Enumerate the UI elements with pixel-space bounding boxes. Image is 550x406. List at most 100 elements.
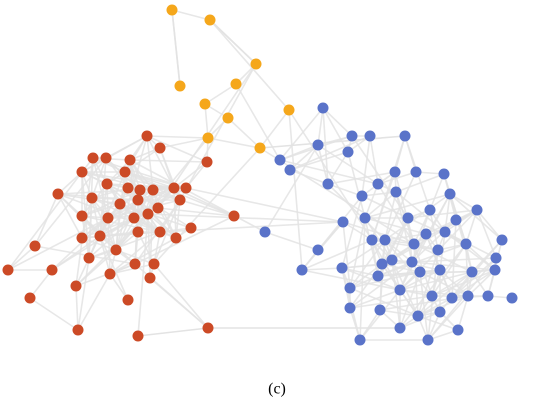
nodes <box>2 4 518 346</box>
edge <box>341 267 379 277</box>
node <box>462 290 474 302</box>
node <box>94 230 106 242</box>
edge <box>279 144 319 161</box>
node <box>24 292 36 304</box>
edge <box>99 235 129 301</box>
edge <box>159 137 209 149</box>
edge <box>119 203 192 229</box>
edge <box>7 171 83 271</box>
node <box>312 139 324 151</box>
edge <box>133 187 175 219</box>
edge <box>209 19 290 111</box>
node <box>83 252 95 264</box>
edge <box>429 173 445 211</box>
edge <box>289 151 349 171</box>
edge <box>227 117 261 149</box>
edge <box>427 295 469 341</box>
edge <box>81 237 117 251</box>
edge <box>411 261 496 271</box>
edge <box>264 231 319 251</box>
node <box>148 258 160 270</box>
edge <box>75 157 94 287</box>
node <box>408 238 420 250</box>
node <box>170 232 182 244</box>
node <box>76 166 88 178</box>
edge <box>109 237 177 275</box>
node <box>336 262 348 274</box>
edge <box>99 235 111 275</box>
edge <box>279 107 324 161</box>
node <box>344 302 356 314</box>
node <box>72 324 84 336</box>
edge <box>317 107 324 146</box>
node <box>317 102 329 114</box>
node <box>394 322 406 334</box>
node <box>104 268 116 280</box>
node <box>52 188 64 200</box>
edge <box>347 151 366 219</box>
edge <box>7 245 36 271</box>
edge <box>75 285 79 331</box>
edge <box>341 195 363 269</box>
edge <box>75 249 117 287</box>
edge <box>322 107 349 153</box>
edge <box>444 231 496 271</box>
edge <box>384 233 427 241</box>
node <box>134 184 146 196</box>
node <box>199 98 211 110</box>
edge <box>449 193 503 241</box>
edge <box>134 215 235 265</box>
node <box>122 294 134 306</box>
edge <box>179 199 235 217</box>
edge <box>153 263 209 329</box>
node <box>204 14 216 26</box>
edge <box>153 147 261 265</box>
edge <box>77 273 111 331</box>
node <box>399 130 411 142</box>
node <box>152 202 164 214</box>
edge <box>146 135 175 189</box>
edge <box>399 271 473 291</box>
edge <box>384 239 433 297</box>
node <box>76 210 88 222</box>
edge <box>124 171 235 217</box>
edge <box>259 109 290 149</box>
edge <box>147 213 177 239</box>
node <box>402 212 414 224</box>
edge <box>361 135 371 197</box>
edge <box>425 219 457 235</box>
edge <box>173 161 208 189</box>
edge <box>185 187 344 223</box>
edge <box>259 135 406 149</box>
edge <box>465 209 478 245</box>
node <box>284 164 296 176</box>
node <box>446 292 458 304</box>
edge <box>379 263 383 311</box>
edge <box>209 19 257 65</box>
node <box>283 104 295 116</box>
edge <box>107 199 139 219</box>
node <box>386 254 398 266</box>
edge <box>349 289 401 309</box>
edge <box>91 197 139 201</box>
node <box>154 142 166 154</box>
edge <box>419 271 429 341</box>
node <box>154 226 166 238</box>
edge <box>109 263 155 275</box>
node <box>29 240 41 252</box>
node <box>372 178 384 190</box>
edge <box>349 295 433 309</box>
node <box>296 264 308 276</box>
edge <box>467 269 496 297</box>
node <box>466 266 478 278</box>
edge <box>137 231 155 265</box>
edge <box>407 217 413 263</box>
node <box>100 152 112 164</box>
node <box>450 214 462 226</box>
edge <box>349 287 419 317</box>
node <box>202 322 214 334</box>
edge <box>51 217 109 271</box>
edge <box>147 213 344 223</box>
